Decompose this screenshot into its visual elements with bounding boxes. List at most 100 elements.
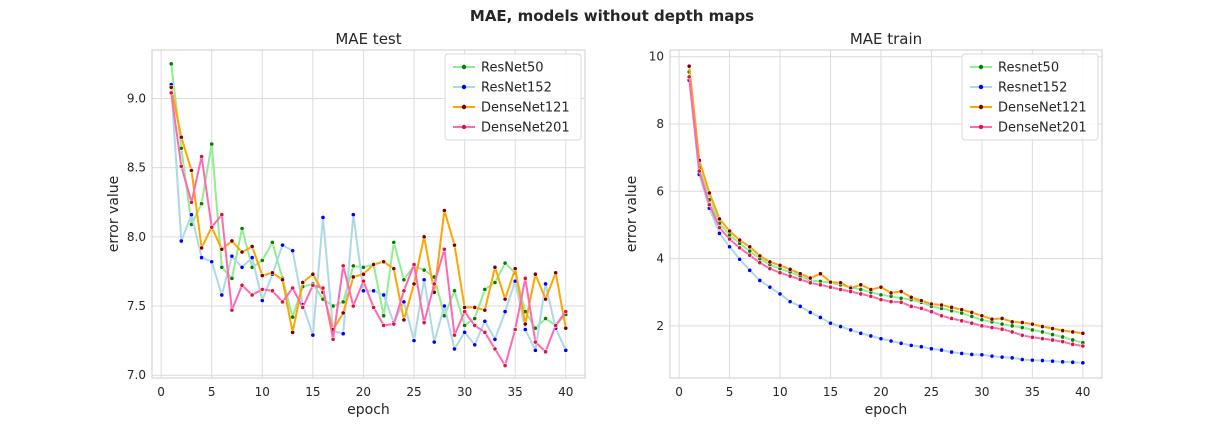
chart-1-y-tick-label: 2: [656, 319, 664, 333]
chart-0-series-1-point: [239, 264, 245, 270]
chart-1-series-2-point: [838, 280, 843, 286]
chart-1-series-2-point: [1009, 319, 1015, 325]
chart-0-series-2-point: [189, 168, 194, 173]
chart-1-series-3-point: [939, 313, 944, 319]
chart-1-series-2-point: [969, 309, 975, 315]
chart-0-series-0-point: [290, 314, 296, 320]
chart-0-series-1-point: [350, 212, 356, 218]
chart-0-legend-marker-2: [461, 104, 467, 110]
chart-0-series-2-point: [563, 325, 569, 331]
chart-0-series-2-point: [462, 305, 468, 310]
chart-0-series-3-point: [340, 263, 346, 269]
chart-0-series-3-point: [421, 320, 427, 326]
chart-1-series-3-point: [949, 316, 955, 321]
chart-0-x-tick-label: 25: [406, 385, 421, 399]
chart-1-series-3-point: [999, 326, 1005, 332]
chart-1-series-1-point: [807, 309, 813, 315]
chart-0-series-3-point: [452, 332, 457, 338]
chart-1-x-tick-label: 0: [675, 385, 683, 399]
chart-1-legend-label-3: DenseNet201: [998, 121, 1087, 136]
chart-0-x-tick-label: 5: [208, 385, 216, 399]
chart-0-series-3-point: [189, 199, 194, 205]
chart-1-series-1-point: [868, 333, 874, 339]
chart-1-series-3-point: [1060, 339, 1066, 345]
chart-1-series-3-point: [757, 260, 763, 266]
chart-0-series-3-point: [553, 323, 559, 328]
chart-0-series-3-point: [259, 287, 265, 292]
chart-1-series-1-point: [999, 354, 1005, 360]
chart-0-series-0-point: [462, 323, 468, 328]
chart-0-series-1-point: [502, 309, 508, 314]
chart-1-series-2-point: [828, 279, 833, 285]
chart-0-legend-box: [444, 53, 582, 141]
chart-1-plot-frame: [669, 49, 1103, 379]
chart-1-series-2-point: [999, 316, 1005, 321]
chart-0-series-3-point: [482, 329, 488, 335]
chart-1-series-1-point: [848, 327, 854, 333]
chart-1-series-1-point: [1019, 357, 1025, 362]
chart-1-series-2-point: [1029, 321, 1035, 327]
chart-1-series-1-point: [757, 278, 763, 283]
chart-1-series-1-point: [717, 230, 722, 236]
chart-1-series-1-point: [949, 349, 955, 355]
chart-1-series-1-point: [908, 342, 914, 348]
chart-0-series-0-point: [482, 287, 488, 292]
chart-1-y-tick-label: 6: [656, 184, 664, 198]
chart-0-series-3-point: [391, 321, 397, 327]
chart-0-series-0-point: [239, 226, 245, 231]
chart-0-plot-frame: [151, 49, 586, 379]
chart-1-y-axis-label: error value: [624, 176, 640, 253]
chart-1-series-0-point: [1040, 329, 1045, 335]
chart-0-series-3-point: [269, 288, 275, 294]
chart-1-x-tick-label: 30: [974, 385, 989, 399]
chart-1-series-2-point: [717, 216, 722, 222]
chart-0-series-2-point: [371, 262, 376, 267]
chart-0-series-1-point: [189, 212, 194, 218]
chart-0-series-3-point: [371, 305, 376, 310]
chart-0-series-3-point: [472, 323, 478, 328]
chart-0-x-tick-label: 35: [508, 385, 523, 399]
chart-1-legend-label-2: DenseNet121: [998, 101, 1087, 116]
chart-0-y-tick-label: 7.0: [127, 368, 146, 382]
chart-0-series-2-point: [350, 274, 356, 280]
chart-1-series-3-point: [696, 168, 702, 174]
chart-1-series-1-point: [1060, 359, 1066, 365]
chart-0-series-3-point: [361, 278, 366, 284]
chart-1-series-1-point: [989, 353, 995, 359]
chart-1-legend-box: [961, 53, 1099, 141]
chart-0-series-0-point: [269, 239, 275, 245]
chart-0-x-axis-label: epoch: [347, 402, 390, 418]
chart-1-series-3-point: [727, 236, 732, 242]
chart-1-series-3-point: [959, 318, 965, 324]
chart-0-y-tick-label: 7.5: [127, 299, 146, 313]
chart-0-series-1-point: [320, 215, 326, 220]
chart-1-series-3-point: [888, 299, 894, 305]
chart-0-series-2-point: [290, 329, 296, 335]
chart-1-series-2-point: [1050, 326, 1055, 331]
chart-0-series-line-3: [170, 92, 567, 367]
chart-0-series-2-point: [239, 249, 245, 255]
chart-1-series-2-point: [878, 284, 884, 290]
chart-1-series-3-point: [898, 299, 904, 305]
chart-1-series-0-point: [1019, 325, 1025, 330]
chart-1-series-2-point: [817, 271, 823, 277]
chart-0-series-1-point: [259, 298, 265, 303]
chart-0-series-1-point: [472, 342, 478, 348]
chart-0-series-0-point: [350, 263, 356, 269]
chart-0-series-1-point: [219, 292, 225, 298]
chart-0-series-1-point: [310, 332, 316, 338]
chart-0-series-3-point: [219, 212, 225, 218]
chart-1-series-2-point: [787, 266, 793, 272]
chart-1-legend-marker-0: [978, 64, 984, 70]
chart-0-legend-marker-0: [461, 64, 467, 70]
chart-0-x-tick-label: 20: [356, 385, 371, 399]
chart-1-series-2-point: [797, 271, 803, 277]
chart-1-series-line-0: [688, 71, 1084, 344]
chart-0-series-3-point: [300, 305, 306, 310]
chart-1-series-3-point: [929, 309, 934, 315]
chart-1-series-1-point: [888, 338, 894, 344]
chart-1-series-3-point: [737, 245, 743, 251]
chart-0-series-2-point: [522, 321, 528, 327]
chart-0-series-0-point: [381, 313, 387, 319]
chart-0-series-1-point: [381, 292, 387, 298]
